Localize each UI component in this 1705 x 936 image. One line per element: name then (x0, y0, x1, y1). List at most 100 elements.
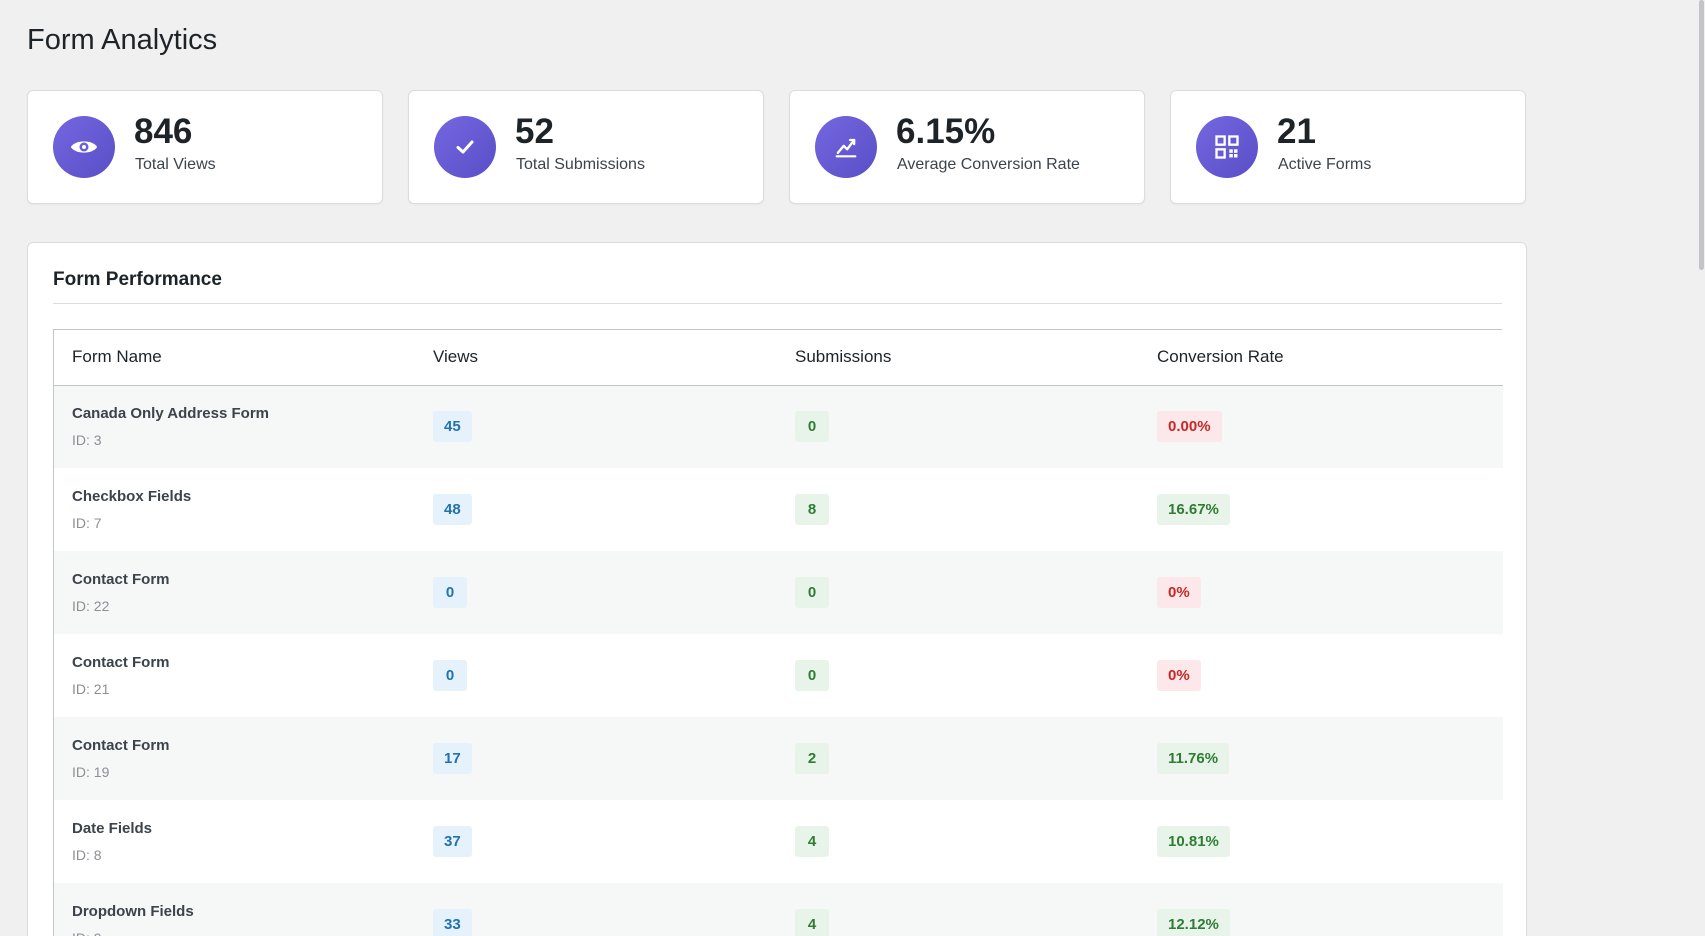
form-name[interactable]: Checkbox Fields (72, 488, 192, 505)
cell-conversion-rate: 0% (1139, 551, 1503, 634)
cell-form-name: Checkbox Fields ID: 7 (54, 468, 415, 551)
cell-views: 48 (415, 468, 777, 551)
conversion-rate-badge: 12.12% (1157, 909, 1230, 936)
form-id: ID: 9 (72, 930, 415, 936)
cell-views: 37 (415, 800, 777, 883)
divider (53, 303, 1502, 304)
cell-form-name: Date Fields ID: 8 (54, 800, 415, 883)
views-badge: 0 (433, 660, 467, 691)
column-header-views[interactable]: Views (415, 330, 777, 386)
table-row: Date Fields ID: 8 37 4 10.81% (54, 800, 1503, 883)
form-id: ID: 22 (72, 598, 110, 614)
cell-submissions: 0 (777, 551, 1139, 634)
views-badge: 45 (433, 411, 472, 443)
table-body: Canada Only Address Form ID: 3 45 0 0.00% Che… (54, 385, 1503, 936)
form-name[interactable]: Contact Form (72, 571, 170, 588)
scrollbar-thumb[interactable] (1699, 0, 1704, 270)
cell-submissions: 4 (777, 800, 1139, 883)
scrollbar[interactable] (1697, 0, 1705, 936)
eye-icon (53, 116, 115, 178)
cell-form-name: Canada Only Address Form ID: 3 (54, 385, 415, 468)
stats-row: 846 Total Views 52 Total Submissions 6.1… (27, 90, 1527, 204)
page-title: Form Analytics (27, 24, 218, 56)
stat-card-active-forms: 21 Active Forms (1170, 90, 1526, 204)
table-row: Contact Form ID: 22 0 0 0% (54, 551, 1503, 634)
form-id: ID: 8 (72, 847, 102, 863)
cell-form-name: Contact Form ID: 22 (54, 551, 415, 634)
stat-value: 846 (134, 112, 193, 151)
cell-submissions: 0 (777, 634, 1139, 717)
form-id: ID: 19 (72, 764, 110, 780)
form-performance-panel: Form Performance Form Name Views Submiss… (27, 242, 1527, 936)
chart-icon (815, 116, 877, 178)
stat-card-total-views: 846 Total Views (27, 90, 383, 204)
submissions-badge: 0 (795, 577, 829, 608)
cell-views: 0 (415, 634, 777, 717)
stat-value: 6.15% (896, 112, 996, 151)
form-name[interactable]: Date Fields (72, 820, 153, 837)
conversion-rate-badge: 11.76% (1157, 743, 1230, 774)
cell-conversion-rate: 12.12% (1139, 883, 1503, 936)
form-name[interactable]: Contact Form (72, 737, 170, 754)
form-name[interactable]: Contact Form (72, 654, 170, 671)
cell-conversion-rate: 16.67% (1139, 468, 1503, 551)
table-row: Contact Form ID: 19 17 2 11.76% (54, 717, 1503, 800)
table-header-row: Form Name Views Submissions Conversion R… (54, 330, 1503, 386)
views-badge: 0 (433, 577, 467, 608)
form-id: ID: 7 (72, 515, 102, 531)
form-id: ID: 21 (72, 681, 110, 697)
panel-title: Form Performance (53, 269, 222, 290)
form-id: ID: 3 (72, 432, 102, 449)
table-row: Checkbox Fields ID: 7 48 8 16.67% (54, 468, 1503, 551)
cell-conversion-rate: 0% (1139, 634, 1503, 717)
form-name[interactable]: Canada Only Address Form (72, 405, 269, 423)
column-header-form-name[interactable]: Form Name (54, 330, 415, 386)
stat-card-total-submissions: 52 Total Submissions (408, 90, 764, 204)
conversion-rate-badge: 10.81% (1157, 826, 1230, 857)
cell-views: 17 (415, 717, 777, 800)
stat-label: Total Views (135, 156, 216, 173)
views-badge: 17 (433, 743, 472, 774)
stat-value: 52 (515, 112, 554, 151)
submissions-badge: 4 (795, 909, 829, 936)
conversion-rate-badge: 0% (1157, 660, 1201, 691)
conversion-rate-badge: 16.67% (1157, 494, 1230, 525)
submissions-badge: 0 (795, 411, 829, 443)
views-badge: 33 (433, 909, 472, 936)
column-header-conversion-rate[interactable]: Conversion Rate (1139, 330, 1503, 386)
submissions-badge: 8 (795, 494, 829, 525)
stat-card-average-conversion-rate: 6.15% Average Conversion Rate (789, 90, 1145, 204)
conversion-rate-badge: 0% (1157, 577, 1201, 608)
views-badge: 48 (433, 494, 472, 525)
submissions-badge: 4 (795, 826, 829, 857)
cell-form-name: Contact Form ID: 19 (54, 717, 415, 800)
cell-views: 0 (415, 551, 777, 634)
performance-table: Form Name Views Submissions Conversion R… (53, 329, 1503, 936)
checkmark-icon (434, 116, 496, 178)
views-badge: 37 (433, 826, 472, 857)
table-row: Canada Only Address Form ID: 3 45 0 0.00% (54, 385, 1503, 468)
form-name[interactable]: Dropdown Fields (72, 903, 194, 920)
table-row: Contact Form ID: 21 0 0 0% (54, 634, 1503, 717)
cell-conversion-rate: 0.00% (1139, 385, 1503, 468)
cell-submissions: 2 (777, 717, 1139, 800)
stat-label: Active Forms (1278, 156, 1372, 173)
cell-form-name: Contact Form ID: 21 (54, 634, 415, 717)
stat-label: Total Submissions (516, 156, 645, 173)
conversion-rate-badge: 0.00% (1157, 411, 1222, 443)
cell-submissions: 8 (777, 468, 1139, 551)
submissions-badge: 0 (795, 660, 829, 691)
cell-submissions: 4 (777, 883, 1139, 936)
cell-views: 45 (415, 385, 777, 468)
stat-label: Average Conversion Rate (897, 156, 1080, 173)
cell-submissions: 0 (777, 385, 1139, 468)
grid-icon (1196, 116, 1258, 178)
cell-form-name: Dropdown Fields ID: 9 (54, 883, 415, 936)
submissions-badge: 2 (795, 743, 829, 774)
stat-value: 21 (1277, 112, 1316, 151)
cell-conversion-rate: 11.76% (1139, 717, 1503, 800)
column-header-submissions[interactable]: Submissions (777, 330, 1139, 386)
cell-views: 33 (415, 883, 777, 936)
cell-conversion-rate: 10.81% (1139, 800, 1503, 883)
